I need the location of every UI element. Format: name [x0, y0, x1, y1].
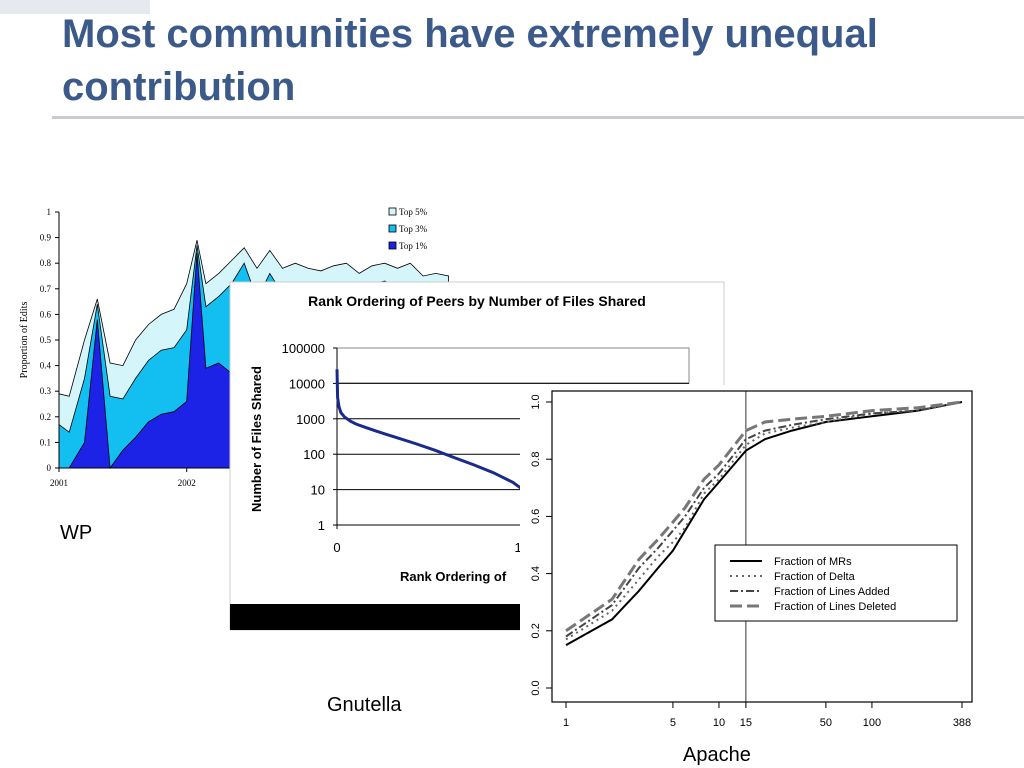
apache-series: [565, 400, 963, 646]
gnutella-ylabel: Number of Files Shared: [249, 366, 264, 512]
wp-ytick-label: 1: [47, 207, 52, 217]
gnutella-caption: Gnutella: [327, 694, 402, 716]
wp-legend-label: Top 3%: [399, 224, 428, 234]
wp-ytick-label: 0.1: [40, 437, 51, 447]
wp-xtick-label: 2001: [50, 478, 68, 488]
gnutella-ytick-label: 100: [303, 447, 325, 462]
apache-ytick-label: 0.4: [530, 566, 542, 581]
apache-axes: 0.00.20.40.60.81.01 5 10 15 50 100 388: [530, 391, 971, 729]
wp-ytick-label: 0.6: [40, 309, 52, 319]
apache-xtick-label: 1: [563, 717, 569, 729]
apache-ytick-label: 0.2: [530, 623, 542, 638]
apache-legend-label: Fraction of Lines Deleted: [774, 601, 896, 613]
slide-title: Most communities have extremely unequal …: [62, 12, 878, 109]
wp-ytick-label: 0.7: [40, 284, 52, 294]
apache-caption: Apache: [683, 744, 751, 766]
wp-ytick-label: 0.4: [40, 361, 52, 371]
gnutella-ytick-label: 100000: [282, 341, 325, 356]
apache-chart: 0.00.20.40.60.81.01 5 10 15 50 100 388 Fractio…: [520, 385, 1024, 735]
gnutella-ytick-label: 10000: [289, 376, 325, 391]
wp-ytick-label: 0.3: [40, 386, 52, 396]
apache-ytick-label: 0.0: [530, 680, 542, 695]
wp-ytick-label: 0.8: [40, 258, 52, 268]
apache-line-fraction-of-mrs: [565, 401, 963, 646]
wp-legend-swatch: [388, 207, 397, 216]
wp-ytick-label: 0.2: [40, 412, 51, 422]
apache-legend: Fraction of MRs Fraction of Delta Fraction…: [714, 544, 958, 622]
gnutella-xlabel: Rank Ordering of: [400, 569, 507, 584]
gnutella-title: Rank Ordering of Peers by Number of File…: [308, 293, 646, 309]
gnutella-ytick-label: 10: [311, 483, 325, 498]
wp-ytick-label: 0: [47, 463, 52, 473]
apache-legend-label: Fraction of MRs: [774, 556, 852, 568]
apache-legend-box: [714, 544, 958, 622]
wp-legend-swatch: [388, 224, 397, 233]
title-divider: [52, 116, 1024, 119]
apache-legend-label: Fraction of Delta: [774, 571, 856, 583]
apache-ytick-label: 1.0: [530, 394, 542, 409]
wp-legend-swatch: [388, 241, 397, 250]
apache-xtick-label: 100: [863, 717, 881, 729]
apache-ytick-label: 0.8: [530, 452, 542, 467]
apache-line-fraction-of-lines-added: [565, 401, 963, 638]
gnutella-ytick-label: 1000: [296, 412, 325, 427]
gnutella-ytick-label: 1: [318, 518, 325, 533]
apache-line-fraction-of-lines-deleted: [565, 400, 963, 633]
apache-xtick-label: 15: [740, 717, 752, 729]
wp-xtick-label: 2002: [178, 478, 196, 488]
wp-ytick-label: 0.9: [40, 233, 52, 243]
apache-xtick-label: 10: [713, 717, 725, 729]
apache-xtick-label: 50: [820, 717, 832, 729]
wp-ytick-label: 0.5: [40, 335, 52, 345]
wp-legend: Top 5% Top 3% Top 1%: [388, 207, 428, 251]
apache-xtick-label: 5: [670, 717, 676, 729]
apache-legend-label: Fraction of Lines Added: [774, 586, 890, 598]
apache-xtick-label: 388: [953, 717, 971, 729]
gnutella-xtick-label: 0: [333, 540, 340, 555]
top-accent-bar: [0, 0, 150, 14]
wp-legend-label: Top 5%: [399, 207, 428, 217]
wp-legend-label: Top 1%: [399, 241, 428, 251]
wp-caption: WP: [60, 522, 93, 544]
wp-ylabel: Proportion of Edits: [19, 302, 30, 379]
apache-ytick-label: 0.6: [530, 509, 542, 524]
